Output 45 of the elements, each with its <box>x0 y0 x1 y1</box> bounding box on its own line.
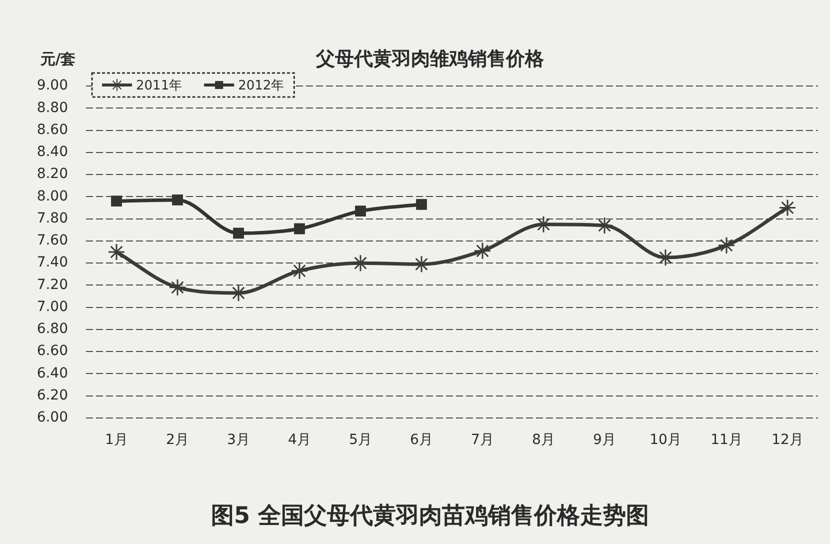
x-tick-label: 11月 <box>710 432 742 448</box>
point <box>111 196 122 207</box>
y-axis-title: 元/套 <box>39 50 76 68</box>
x-tick-label: 5月 <box>349 432 372 448</box>
caption: 图5 全国父母代黄羽肉苗鸡销售价格走势图 <box>210 502 650 529</box>
y-tick-label: 7.20 <box>36 276 68 293</box>
y-tick-label: 6.80 <box>36 321 68 338</box>
y-tick-label: 6.40 <box>36 365 68 382</box>
point <box>778 198 796 216</box>
x-tick-label: 8月 <box>532 432 555 448</box>
x-tick-label: 12月 <box>772 432 804 448</box>
x-tick-label: 1月 <box>105 432 128 448</box>
legend-label: 2011年 <box>136 78 182 94</box>
point <box>294 223 305 234</box>
chart-title: 父母代黄羽肉雏鸡销售价格 <box>315 48 545 70</box>
point <box>108 243 126 261</box>
y-tick-label: 8.80 <box>36 100 68 116</box>
x-tick-label: 9月 <box>593 432 616 448</box>
x-tick-label: 4月 <box>288 432 311 448</box>
point <box>474 242 492 260</box>
y-tick-label: 6.60 <box>36 343 68 360</box>
point <box>172 194 183 206</box>
point <box>718 236 736 254</box>
y-tick-label: 7.40 <box>36 254 68 271</box>
point <box>416 198 427 210</box>
point <box>290 262 308 280</box>
legend-label: 2012年 <box>238 78 284 94</box>
y-tick-label: 7.60 <box>36 232 68 249</box>
y-tick-label: 6.20 <box>36 388 68 404</box>
y-tick-label: 6.00 <box>36 410 68 426</box>
y-tick-label: 8.00 <box>36 188 68 204</box>
x-tick-label: 6月 <box>410 432 433 448</box>
y-tick-label: 7.80 <box>36 210 68 226</box>
x-tick-label: 3月 <box>227 432 250 448</box>
y-tick-label: 8.20 <box>36 166 68 182</box>
y-tick-label: 9.00 <box>36 78 68 94</box>
point <box>355 206 366 217</box>
y-tick-label: 8.60 <box>36 122 68 138</box>
x-tick-label: 2月 <box>166 432 189 448</box>
x-tick-label: 10月 <box>650 432 682 448</box>
y-tick-label: 7.00 <box>36 298 68 315</box>
x-tick-label: 7月 <box>471 432 494 448</box>
y-tick-label: 8.40 <box>36 144 68 160</box>
point <box>233 228 244 239</box>
point <box>168 278 186 296</box>
